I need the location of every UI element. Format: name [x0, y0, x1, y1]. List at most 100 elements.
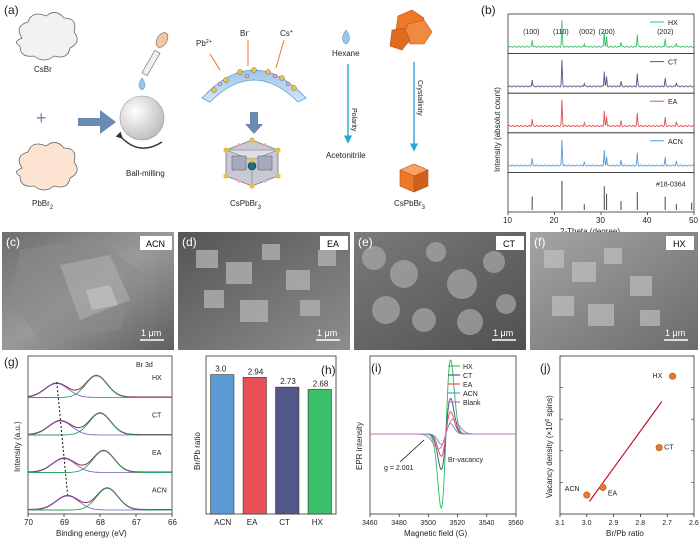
epr-frame [369, 355, 517, 515]
process-arrow [78, 110, 116, 134]
sem-hx-label: HX [673, 239, 686, 249]
vac-point-label-CT: CT [664, 445, 674, 452]
cs-pointer [275, 39, 285, 69]
solvent-droplet-icon [138, 77, 146, 91]
surface-ions [211, 67, 297, 93]
epr-g-pointer [399, 439, 425, 463]
panel-label-b: (b) [481, 3, 496, 17]
xps-envelope-CT [27, 412, 172, 435]
vacancy-plot: ACN EA CT HX 3.1 3.0 2.9 2.8 2.7 2.6 Br/Pb ratio Va… [545, 355, 699, 538]
epr-xtick-label-5: 3560 [508, 520, 524, 527]
milling-ball [119, 95, 165, 141]
sem-image-acn: ACN 1 μm (c) [2, 232, 174, 350]
panel-j-vacancy: (j) ACN EA CT HX 3.1 3.0 2.9 2.8 2.7 2.6 Br/Pb rat… [540, 355, 699, 538]
xps-xtick-label-4: 66 [168, 518, 177, 527]
aggregate-crystals-icon [389, 9, 433, 51]
pbbr2-powder-cloud [16, 142, 78, 191]
sem-image-ct: CT 1 μm (e) [354, 232, 526, 350]
xps-xtick-label-1: 69 [60, 518, 69, 527]
vac-xlabel: Br/Pb ratio [606, 529, 644, 538]
xps-xtick-label-3: 67 [132, 518, 141, 527]
epr-legend-HX: HX [463, 364, 473, 371]
bar-value-EA: 2.94 [248, 367, 264, 376]
vac-point-CT [655, 444, 663, 452]
xps-label-CT: CT [152, 413, 162, 420]
xps-xtick-label-2: 68 [96, 518, 105, 527]
bar-category-EA: EA [247, 518, 258, 527]
panel-label-f: (f) [534, 235, 545, 249]
xrd-peak-label-3: (200) [599, 29, 615, 36]
epr-xtick-label-4: 3540 [479, 520, 495, 527]
xrd-legend-HX: HX [668, 20, 678, 27]
xrd-ref-label: #18-0364 [656, 181, 686, 188]
xrd-xtick-label-0: 10 [503, 216, 512, 225]
vac-xtick-label-1: 3.0 [582, 520, 592, 527]
xrd-ylabel: Intensity (absolut count) [493, 87, 502, 172]
xps-xtick-label-0: 70 [24, 518, 33, 527]
solvent-shell [201, 69, 307, 103]
bar-ylabel: Br/Pb ratio [193, 432, 202, 470]
sem-acn-label: ACN [146, 239, 165, 249]
pipette-icon [141, 32, 169, 77]
xps-title: Br 3d [136, 362, 153, 369]
panel-label-a: (a) [4, 3, 19, 17]
pb-ion-label: Pb2+ [196, 39, 212, 48]
bar-category-ACN: ACN [214, 518, 231, 527]
epr-xtick-label-0: 3460 [362, 520, 378, 527]
pb-pointer [209, 53, 221, 71]
xrd-peak-label-4: (202) [657, 29, 673, 36]
sem-ea-scale: 1 μm [317, 328, 337, 338]
xrd-subpanel-EA [507, 92, 695, 134]
br-ion-label: Br- [240, 29, 250, 38]
vac-ylabel: Vacancy density (×106 spins) [545, 395, 554, 498]
epr-xtick-label-1: 3480 [391, 520, 407, 527]
vac-point-EA [599, 483, 607, 491]
epr-legend-EA: EA [463, 382, 473, 389]
xrd-line-HX [507, 20, 694, 48]
xrd-legend-ACN: ACN [668, 139, 683, 146]
xps-peak1-ACN [27, 495, 172, 511]
epr-line-Blank [370, 418, 516, 450]
xps-peak2-CT [28, 412, 172, 436]
panel-label-j: (j) [540, 361, 551, 375]
bar-category-CT: CT [279, 518, 290, 527]
epr-legend-ACN: ACN [463, 391, 478, 398]
vac-point-label-EA: EA [608, 490, 618, 497]
vac-point-label-ACN: ACN [565, 486, 580, 493]
panel-label-c: (c) [6, 235, 20, 249]
cs-ion-label: Cs+ [280, 29, 293, 38]
epr-g-value: g = 2.001 [384, 465, 413, 472]
panel-label-h: (h) [321, 363, 336, 377]
perovskite-lattice [223, 137, 281, 189]
sem-row: ACN 1 μm (c) EA 1 μm (d) [2, 232, 698, 350]
acetonitrile-label: Acetonitrile [326, 151, 366, 160]
xrd-line-EA [507, 99, 694, 128]
xrd-xlabel: 2-Theta (degree) [560, 227, 620, 236]
xps-peak2-HX [28, 375, 172, 398]
panel-b-xrd: (b) HX CT EA ACN #18-0364 (100) (110) (002) (200… [481, 3, 698, 236]
down-arrow [245, 112, 263, 134]
epr-plot: HX CT EA ACN Blank g = 2.001 Br-vacancy 3460 348… [355, 355, 524, 538]
xps-peak1-CT [27, 420, 172, 436]
xps-ylabel: Intensity (a.u.) [13, 421, 22, 472]
xps-peak2-ACN [28, 487, 172, 511]
bar-EA [242, 377, 267, 515]
xps-label-EA: EA [152, 450, 162, 457]
xps-label-ACN: ACN [152, 488, 167, 495]
panel-a-schematic: (a) CsBr + PbBr2 Ball-milling [4, 3, 433, 211]
epr-vacancy-label: Br-vacancy [448, 457, 484, 464]
csbr-label: CsBr [34, 65, 52, 74]
xps-envelope-EA [27, 449, 172, 473]
vac-xtick-label-3: 2.8 [635, 520, 645, 527]
epr-legend-Blank: Blank [463, 400, 481, 407]
epr-ylabel: EPR intensity [355, 422, 364, 470]
epr-xtick-label-2: 3500 [420, 520, 436, 527]
bar-ACN [210, 374, 235, 515]
bar-category-HX: HX [312, 518, 324, 527]
rotation-arrow-icon [115, 131, 163, 149]
sem-acn-scale: 1 μm [141, 328, 161, 338]
vac-point-ACN [583, 491, 591, 499]
sem-ct-label: CT [503, 239, 515, 249]
xps-xlabel: Binding energy (eV) [56, 529, 127, 538]
